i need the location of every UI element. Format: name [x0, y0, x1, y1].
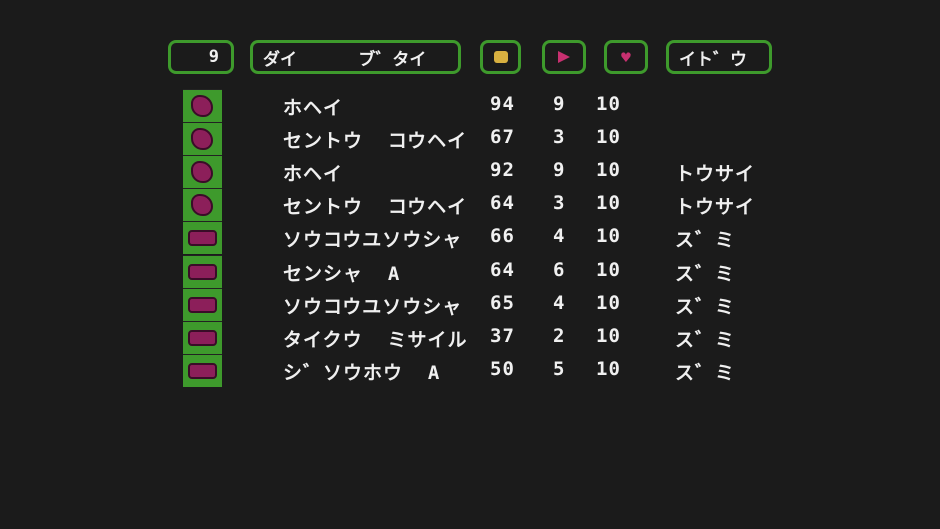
fuel-icon — [493, 51, 508, 63]
unit-name: セントウ コウヘイ — [283, 130, 468, 153]
unit-move: 2 — [553, 324, 566, 347]
unit-move: 9 — [553, 93, 566, 115]
unit-hp: 10 — [596, 324, 621, 347]
unit-fuel: 66 — [490, 225, 515, 248]
unit-hp: 10 — [596, 258, 621, 281]
hp-header-box: ♥ — [604, 40, 648, 74]
heart-icon: ♥ — [621, 47, 631, 67]
unit-name: ホヘイ — [283, 97, 344, 119]
unit-status: ス゛ミ — [675, 229, 736, 252]
unit-hp: 10 — [596, 291, 621, 314]
unit-fuel: 50 — [490, 357, 515, 380]
unit-hp: 10 — [596, 126, 621, 149]
unit-row[interactable]: タイクウ ミサイル 37 2 10 ス゛ミ — [0, 320, 940, 370]
unit-row[interactable]: センシャ A 64 6 10 ス゛ミ — [0, 254, 940, 304]
unit-sprite-icon — [183, 287, 222, 321]
unit-hp: 10 — [596, 225, 621, 248]
unit-status: ス゛ミ — [675, 262, 736, 285]
unit-status: ス゛ミ — [675, 361, 736, 384]
move-label: イト゛ウ — [679, 49, 747, 70]
unit-move: 3 — [553, 126, 566, 149]
unit-fuel: 67 — [490, 126, 515, 149]
unit-sprite-icon — [183, 353, 222, 387]
unit-status: ス゛ミ — [675, 295, 736, 318]
unit-count: 9 — [208, 47, 219, 67]
movement-icon — [558, 51, 570, 63]
unit-move: 3 — [553, 192, 566, 215]
unit-hp: 10 — [596, 357, 621, 380]
unit-fuel: 92 — [490, 159, 515, 182]
unit-name: センシャ A — [283, 262, 401, 285]
unit-row[interactable]: セントウ コウヘイ 67 3 10 — [0, 122, 940, 171]
unit-name: ソウコウユソウシャ — [283, 229, 463, 252]
unit-row[interactable]: ソウコウユソウシャ 65 4 10 ス゛ミ — [0, 287, 940, 337]
move-header-box — [542, 40, 586, 74]
unit-status: トウサイ — [675, 196, 756, 219]
unit-move: 6 — [553, 258, 566, 281]
fuel-header-box — [480, 40, 521, 74]
unit-name: タイクウ ミサイル — [283, 328, 468, 351]
unit-status: トウサイ — [675, 163, 756, 186]
unit-name: シ゛ソウホウ A — [283, 361, 441, 384]
unit-move: 9 — [553, 159, 566, 182]
unit-move: 4 — [553, 225, 566, 248]
unit-row[interactable]: ホヘイ 92 9 10 トウサイ — [0, 155, 940, 204]
unit-sprite-icon — [183, 188, 222, 222]
unit-row[interactable]: シ゛ソウホウ A 50 5 10 ス゛ミ — [0, 353, 940, 403]
unit-hp: 10 — [596, 159, 621, 182]
unit-sprite-icon — [183, 155, 222, 189]
unit-row[interactable]: セントウ コウヘイ 64 3 10 トウサイ — [0, 188, 940, 237]
unit-row[interactable]: ホヘイ 94 9 10 — [0, 89, 940, 138]
unit-fuel: 94 — [490, 93, 515, 115]
unit-sprite-icon — [183, 89, 222, 122]
unit-name: セントウ コウヘイ — [283, 196, 468, 219]
unit-fuel: 64 — [490, 258, 515, 281]
unit-header-label: ダイ ブ゛タイ — [263, 49, 427, 70]
unit-header-box: ダイ ブ゛タイ — [250, 40, 461, 74]
unit-status: ス゛ミ — [675, 328, 736, 351]
unit-name: ソウコウユソウシャ — [283, 295, 463, 318]
unit-sprite-icon — [183, 254, 222, 288]
unit-move: 4 — [553, 291, 566, 314]
unit-hp: 10 — [596, 192, 621, 215]
unit-count-box: 9 — [168, 40, 234, 74]
unit-fuel: 65 — [490, 291, 515, 314]
unit-move: 5 — [553, 357, 566, 380]
unit-fuel: 37 — [490, 324, 515, 347]
unit-sprite-icon — [183, 122, 222, 156]
unit-name: ホヘイ — [283, 163, 344, 186]
move-label-box: イト゛ウ — [666, 40, 772, 74]
unit-fuel: 64 — [490, 192, 515, 215]
unit-hp: 10 — [596, 93, 621, 115]
unit-sprite-icon — [183, 320, 222, 354]
unit-row[interactable]: ソウコウユソウシャ 66 4 10 ス゛ミ — [0, 221, 940, 270]
unit-sprite-icon — [183, 221, 222, 255]
